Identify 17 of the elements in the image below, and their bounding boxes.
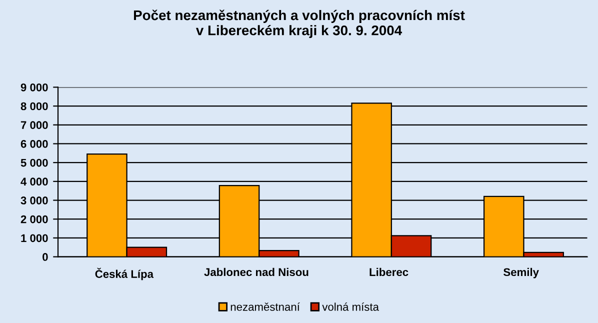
y-tick-label: 8 000	[20, 102, 48, 110]
y-tick-label: 5 000	[20, 158, 48, 167]
y-tick-label: 7 000	[20, 121, 48, 130]
y-tick-label: 0	[42, 253, 48, 261]
x-tick-label: Semily	[503, 268, 539, 278]
y-tick-label: 4 000	[20, 178, 48, 186]
x-tick-label: Česká Lípa	[95, 268, 154, 280]
y-tick-label: 2 000	[20, 215, 48, 224]
y-tick-label: 3 000	[20, 196, 48, 204]
y-tick-label: 1 000	[21, 234, 48, 242]
y-tick-label: 9 000	[20, 83, 48, 92]
chart-title: Počet nezaměstnaných a volných pracovních míst v Libereckém kraji k 30. 9. 2004	[134, 10, 465, 38]
y-tick-label: 6 000	[20, 140, 48, 148]
x-tick-label: Jablonec nad Nisou	[204, 268, 308, 276]
x-tick-label: Liberec	[370, 268, 408, 276]
legend-label: volná místa	[322, 302, 379, 311]
legend-label: nezaměstnaní	[230, 302, 300, 311]
